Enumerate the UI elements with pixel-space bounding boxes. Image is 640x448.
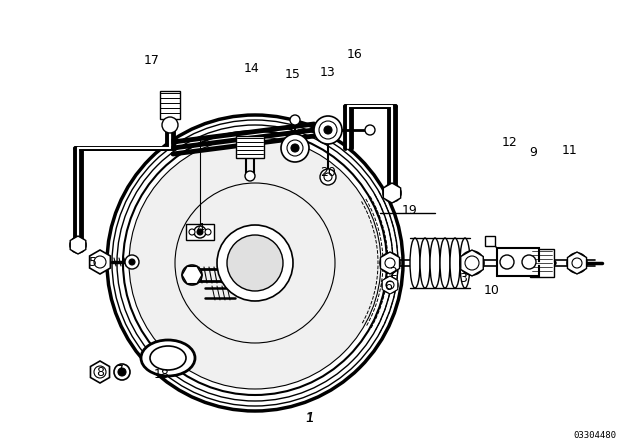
Circle shape: [319, 121, 337, 139]
Circle shape: [324, 173, 332, 181]
Text: 9: 9: [529, 146, 537, 159]
Text: 13: 13: [320, 65, 336, 78]
Circle shape: [281, 134, 309, 162]
Bar: [485, 236, 495, 246]
Circle shape: [380, 253, 400, 273]
Circle shape: [314, 116, 342, 144]
Polygon shape: [461, 250, 483, 276]
Circle shape: [182, 265, 202, 285]
Circle shape: [129, 259, 135, 265]
Ellipse shape: [440, 238, 450, 288]
Bar: [186, 224, 214, 240]
Polygon shape: [380, 252, 399, 274]
Circle shape: [197, 229, 203, 235]
Circle shape: [94, 256, 106, 268]
Text: 18: 18: [154, 369, 170, 382]
Circle shape: [118, 368, 126, 376]
Polygon shape: [90, 250, 110, 274]
Circle shape: [385, 258, 395, 268]
Circle shape: [291, 144, 299, 152]
Circle shape: [287, 140, 303, 156]
Text: 15: 15: [285, 69, 301, 82]
Polygon shape: [182, 267, 202, 284]
Text: 8: 8: [96, 366, 104, 379]
Circle shape: [194, 226, 206, 238]
Text: 03304480: 03304480: [573, 431, 616, 439]
Circle shape: [162, 117, 178, 133]
Circle shape: [365, 125, 375, 135]
Text: 16: 16: [347, 48, 363, 61]
Circle shape: [245, 171, 255, 181]
Circle shape: [460, 251, 484, 275]
Circle shape: [189, 229, 195, 235]
Circle shape: [567, 253, 587, 273]
Bar: [530, 249, 554, 277]
Circle shape: [129, 137, 381, 389]
Circle shape: [383, 184, 401, 202]
Bar: [497, 248, 539, 276]
Polygon shape: [382, 276, 398, 294]
Text: 20: 20: [320, 167, 336, 180]
Circle shape: [227, 235, 283, 291]
Bar: [160, 91, 180, 119]
Circle shape: [386, 281, 394, 289]
Text: 14: 14: [244, 61, 260, 74]
Text: 6: 6: [384, 280, 392, 293]
Text: 7: 7: [116, 363, 124, 376]
Ellipse shape: [420, 238, 430, 288]
Circle shape: [382, 277, 398, 293]
Circle shape: [114, 364, 130, 380]
Circle shape: [465, 256, 479, 270]
Polygon shape: [568, 252, 586, 274]
Circle shape: [205, 229, 211, 235]
Text: 5: 5: [89, 257, 97, 270]
Circle shape: [500, 255, 514, 269]
Ellipse shape: [141, 340, 195, 376]
Text: 10: 10: [484, 284, 500, 297]
Circle shape: [94, 366, 106, 378]
Circle shape: [320, 169, 336, 185]
Text: 1: 1: [305, 411, 314, 425]
Bar: [410, 238, 470, 288]
Circle shape: [572, 258, 582, 268]
Circle shape: [522, 255, 536, 269]
Text: 11: 11: [562, 143, 578, 156]
Ellipse shape: [410, 238, 420, 288]
Circle shape: [217, 225, 293, 301]
Circle shape: [70, 237, 86, 253]
Text: 4: 4: [196, 221, 204, 234]
Bar: [236, 136, 264, 158]
Circle shape: [107, 115, 403, 411]
Polygon shape: [90, 361, 109, 383]
Ellipse shape: [150, 346, 186, 370]
Polygon shape: [70, 236, 86, 254]
Text: 3: 3: [459, 271, 467, 284]
Text: 19: 19: [402, 203, 418, 216]
Ellipse shape: [460, 238, 470, 288]
Circle shape: [290, 115, 300, 125]
Text: 2: 2: [389, 266, 397, 279]
Ellipse shape: [450, 238, 460, 288]
Polygon shape: [383, 183, 401, 203]
Circle shape: [324, 126, 332, 134]
Text: 1: 1: [306, 412, 314, 425]
Circle shape: [125, 255, 139, 269]
Text: 17: 17: [144, 53, 160, 66]
Text: 12: 12: [502, 135, 518, 148]
Ellipse shape: [430, 238, 440, 288]
